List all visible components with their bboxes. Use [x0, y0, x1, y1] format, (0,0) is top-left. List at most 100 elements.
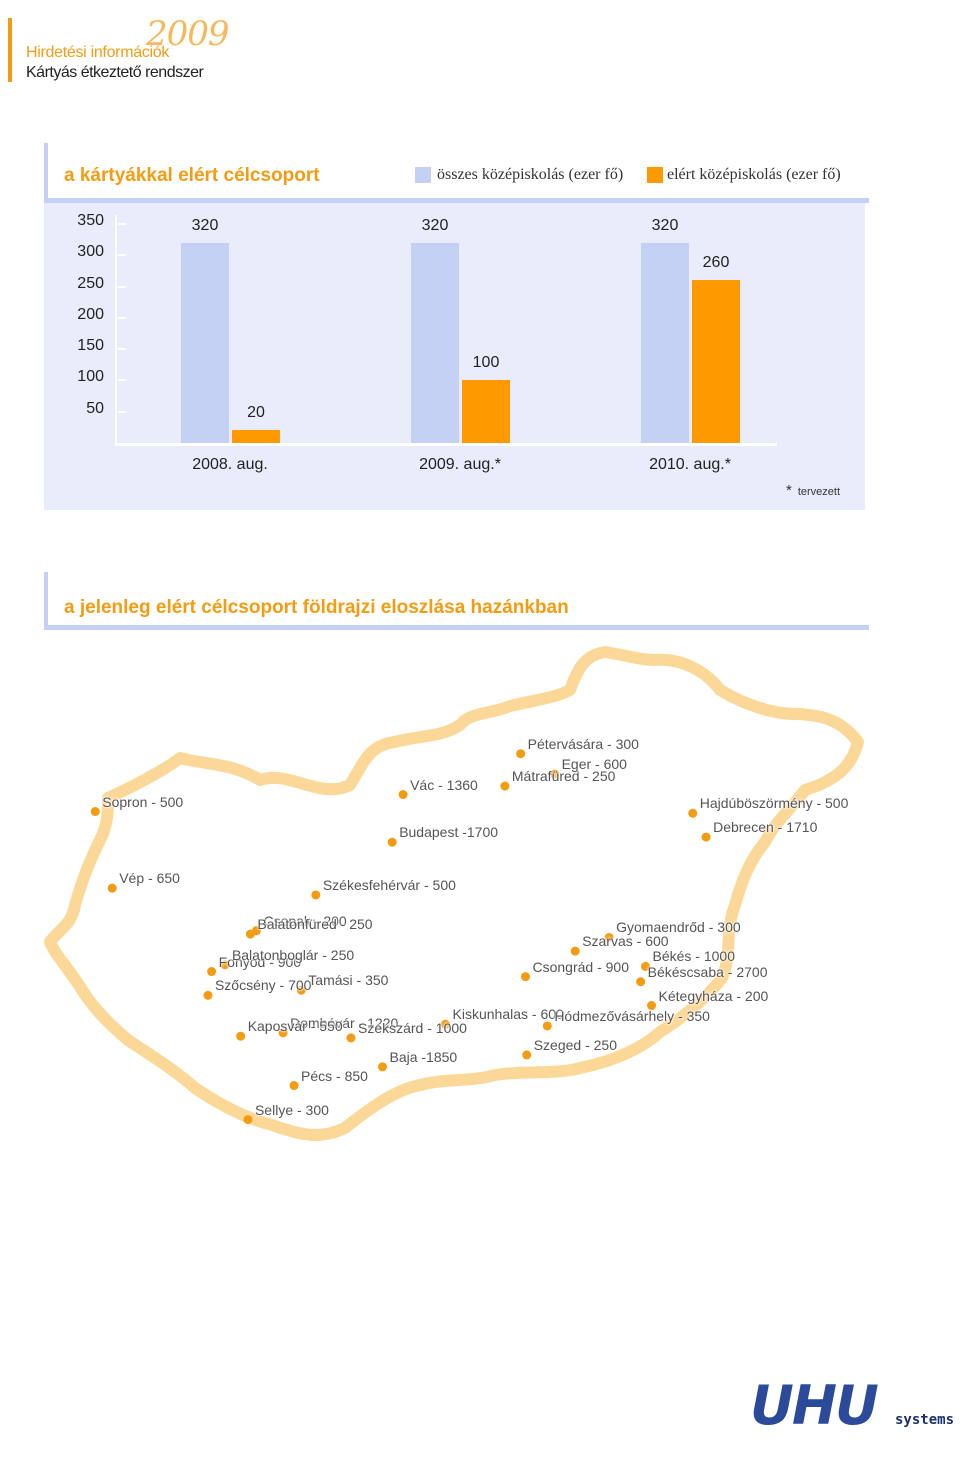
city-label: Tamási - 350 — [308, 972, 389, 989]
city-label: Pécs - 850 — [301, 1067, 368, 1084]
footnote-text: tervezett — [797, 486, 841, 498]
city-label: Szeged - 250 — [533, 1036, 617, 1053]
city-label: Szőcsény - 700 — [214, 977, 312, 994]
y-tick-mark — [118, 285, 126, 288]
city-dot — [570, 946, 580, 956]
city-label: Kétegyháza - 200 — [658, 987, 769, 1004]
city-dot — [500, 781, 510, 791]
data-label: 320 — [651, 216, 679, 234]
city-label: Budapest -1700 — [399, 824, 499, 841]
legend-swatch-total — [415, 167, 431, 183]
footnote-asterisk: * — [786, 482, 792, 499]
city-dot — [311, 890, 321, 900]
chart-section-header: a kártyákkal elért célcsoport — [44, 143, 869, 203]
city-label: Békés - 1000 — [652, 948, 735, 965]
y-tick-label: 300 — [77, 243, 104, 261]
y-axis-line — [115, 215, 117, 445]
bar-reached — [232, 430, 280, 443]
y-tick-label: 350 — [77, 211, 104, 229]
y-tick-label: 200 — [77, 305, 104, 323]
data-label: 320 — [191, 216, 219, 234]
city-dot — [636, 977, 646, 987]
legend-swatch-reached — [647, 167, 663, 183]
chart-section-title: a kártyákkal elért célcsoport — [64, 165, 320, 186]
city-label: Székesfehérvár - 500 — [322, 876, 456, 893]
city-label: Kaposvár - 550 — [247, 1018, 343, 1035]
x-axis-line — [115, 443, 777, 446]
y-tick-label: 250 — [77, 274, 104, 292]
y-tick-mark — [118, 348, 126, 351]
bar-total — [641, 242, 689, 443]
y-tick-label: 150 — [77, 337, 104, 355]
y-tick-label: 50 — [86, 399, 104, 417]
logo-subtext: systems — [895, 1412, 955, 1428]
city-label: Baja -1850 — [389, 1048, 458, 1065]
map-section-title: a jelenleg elért célcsoport földrajzi el… — [64, 597, 569, 618]
city-dot — [647, 1001, 657, 1011]
x-tick-label: 2008. aug. — [192, 456, 268, 473]
city-dot — [236, 1031, 246, 1041]
city-dot — [542, 1021, 552, 1031]
legend-label-reached: elért középiskolás (ezer fő) — [667, 166, 841, 183]
city-dot — [688, 808, 698, 818]
y-tick-mark — [118, 410, 126, 413]
y-tick-label: 100 — [77, 368, 104, 386]
data-label: 20 — [247, 404, 265, 422]
city-dot — [604, 932, 614, 942]
city-label: Gyomaendrőd - 300 — [616, 919, 741, 936]
city-dot — [550, 769, 560, 779]
city-dot — [203, 990, 213, 1000]
city-label: Szarvas - 600 — [582, 933, 669, 950]
bar-reached — [462, 380, 510, 443]
data-label: 320 — [421, 216, 449, 234]
bar-total — [181, 242, 229, 443]
city-label: Csongrád - 900 — [532, 958, 630, 975]
city-label: Hajdúböszörmény - 500 — [699, 795, 849, 812]
city-dot — [522, 1050, 532, 1060]
city-label: Debrecen - 1710 — [713, 819, 818, 836]
city-label: Sopron - 500 — [102, 793, 184, 810]
city-dot — [278, 1028, 288, 1038]
city-dot — [220, 960, 230, 970]
city-dot — [398, 790, 408, 800]
city-label: Vác - 1360 — [410, 776, 478, 793]
city-label: Hódmezővásárhely - 350 — [554, 1007, 710, 1024]
city-label: Dombóvár - 1220 — [290, 1014, 399, 1031]
city-label: Eger - 600 — [561, 756, 627, 773]
header-title: Kártyás étkeztető rendszer — [26, 64, 204, 81]
city-dot — [243, 1115, 253, 1125]
city-label: Mátrafüred - 250 — [511, 768, 616, 785]
legend-label-total: összes középiskolás (ezer fő) — [437, 166, 624, 183]
city-label: Békéscsaba - 2700 — [647, 963, 768, 980]
city-dot — [441, 1019, 451, 1029]
city-dot — [296, 985, 306, 995]
x-tick-label: 2010. aug.* — [649, 456, 731, 473]
city-dot — [90, 807, 100, 817]
city-label: Vép - 650 — [119, 870, 180, 887]
city-label: Balatonboglár - 250 — [231, 946, 355, 963]
header-accent-bar — [8, 18, 12, 82]
hungary-outline — [44, 646, 864, 1141]
city-dot — [387, 837, 397, 847]
header-year: 2009 — [146, 14, 230, 54]
y-tick-mark — [118, 254, 126, 257]
bar-reached — [692, 280, 740, 443]
city-dots — [90, 749, 711, 1125]
y-tick-mark — [118, 379, 126, 382]
city-dot — [346, 1033, 356, 1043]
city-dot — [207, 967, 217, 977]
city-label: Balatonfüred - 250 — [257, 916, 373, 933]
city-label: Fonyód - 900 — [218, 953, 302, 970]
header-subtitle: Hirdetési információk — [26, 44, 170, 61]
city-dot — [516, 749, 526, 759]
y-tick-mark — [118, 316, 126, 319]
data-label: 100 — [472, 354, 500, 372]
city-dot — [377, 1062, 387, 1072]
map-section-header: a jelenleg elért célcsoport földrajzi el… — [44, 572, 869, 630]
bar-total — [411, 242, 459, 443]
city-label: Pétervására - 300 — [527, 735, 639, 752]
report-header: 2009 Hirdetési információk Kártyás étkez… — [8, 14, 248, 84]
city-dot — [640, 961, 650, 971]
data-label: 260 — [702, 254, 730, 272]
